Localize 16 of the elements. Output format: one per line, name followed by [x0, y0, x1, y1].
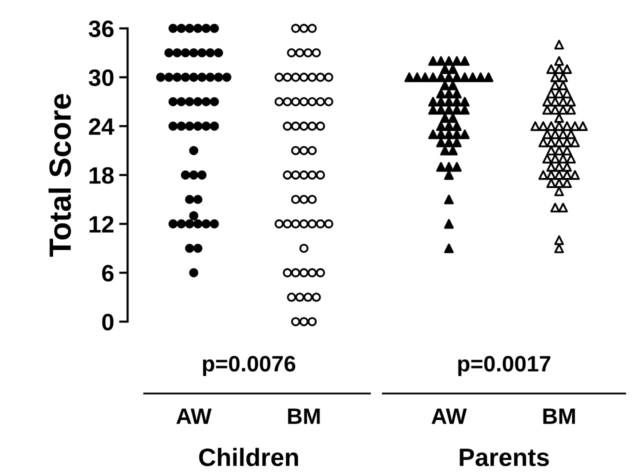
y-tick-label: 0 [102, 314, 114, 330]
y-tick-label: 36 [88, 20, 114, 38]
y-tick-label: 18 [90, 167, 114, 184]
text: p=0.0017 [458, 356, 550, 376]
x-tick-label: AW [176, 408, 212, 424]
text: p=0.0076 [203, 356, 296, 376]
x-tick-label: BM [543, 408, 575, 424]
y-tick-label: 12 [90, 216, 114, 232]
y-tick-label: 6 [102, 264, 114, 282]
x-axis-title: Parents [460, 448, 549, 466]
y-tick-label: 30 [88, 69, 114, 86]
x-axis-title: Children [199, 448, 298, 466]
x-tick-label: AW [432, 408, 467, 424]
x-tick-label: BM [288, 408, 320, 424]
y-axis-title: Total Score [48, 94, 71, 257]
y-tick-label: 24 [88, 118, 114, 135]
